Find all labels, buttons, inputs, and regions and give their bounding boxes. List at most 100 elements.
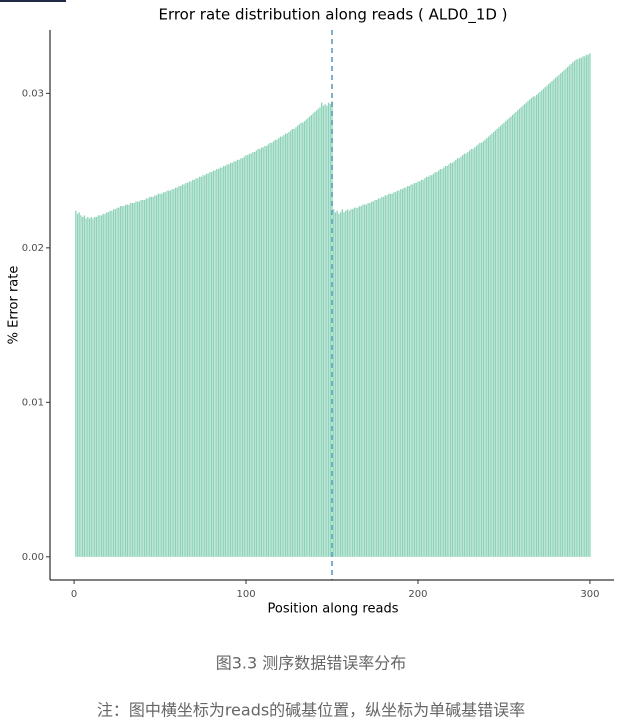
bar	[212, 170, 215, 557]
bar	[376, 199, 378, 557]
bar	[76, 213, 79, 557]
bar	[460, 156, 462, 557]
bar	[458, 158, 460, 557]
bar	[138, 201, 141, 557]
bar	[513, 113, 515, 557]
bar	[111, 210, 113, 557]
bar	[393, 192, 395, 557]
bar	[216, 169, 218, 557]
bar	[150, 196, 153, 557]
bar	[97, 215, 99, 557]
bar	[434, 172, 436, 557]
bar	[448, 164, 450, 557]
bar	[259, 148, 261, 557]
bar	[582, 56, 584, 557]
bar	[142, 199, 144, 557]
bar	[379, 198, 381, 557]
bar	[589, 53, 591, 557]
bar	[137, 201, 139, 557]
bar	[131, 203, 134, 557]
bar	[496, 128, 498, 557]
bar	[164, 192, 166, 557]
x-tick-label: 0	[71, 589, 77, 600]
x-tick-label: 300	[580, 589, 599, 600]
bar	[219, 167, 221, 557]
bar	[439, 169, 441, 557]
bar	[491, 133, 493, 557]
bar	[422, 179, 424, 557]
bar	[155, 195, 158, 557]
bar	[125, 204, 127, 557]
bar	[420, 179, 423, 557]
bar	[384, 195, 386, 557]
bar	[75, 210, 77, 557]
bar	[202, 175, 204, 557]
bar	[527, 101, 529, 557]
bar	[510, 116, 512, 557]
bar	[482, 141, 484, 557]
bar	[486, 138, 488, 557]
bar	[321, 102, 323, 557]
bar	[542, 88, 545, 557]
bar	[123, 206, 125, 557]
bar	[372, 201, 374, 557]
bar	[135, 201, 137, 557]
bar	[529, 99, 531, 557]
bar	[112, 209, 115, 557]
bar	[229, 162, 232, 557]
bar	[389, 193, 392, 557]
bar	[197, 178, 199, 557]
bar	[205, 173, 208, 557]
bar	[94, 216, 96, 557]
bar	[554, 77, 557, 557]
figure-caption: 图3.3 测序数据错误率分布	[216, 654, 407, 673]
bar	[198, 176, 201, 557]
bar	[116, 207, 118, 557]
bar	[190, 181, 192, 557]
bar	[338, 213, 340, 557]
bar	[537, 93, 539, 557]
bar	[317, 108, 319, 557]
bar	[345, 210, 347, 557]
bar	[401, 189, 404, 557]
bar	[104, 213, 106, 557]
bar	[152, 196, 154, 557]
bar	[228, 164, 230, 557]
bar	[511, 114, 514, 557]
bar	[233, 161, 235, 557]
bar	[573, 60, 576, 557]
bar	[578, 57, 581, 557]
bar	[505, 121, 507, 557]
bar	[176, 187, 178, 557]
bar	[410, 184, 412, 557]
bar	[223, 165, 225, 557]
bar	[405, 187, 407, 557]
bar	[565, 68, 567, 557]
bar	[381, 196, 383, 557]
bar	[391, 193, 393, 557]
bar	[267, 144, 270, 557]
bar	[224, 165, 227, 557]
bar	[118, 207, 120, 557]
bar	[329, 104, 331, 557]
bar	[541, 90, 543, 557]
bar	[520, 107, 522, 557]
bar	[522, 105, 524, 557]
bar	[252, 152, 254, 557]
bar	[266, 145, 268, 557]
bar	[99, 215, 101, 557]
bar	[314, 111, 316, 557]
bar	[276, 139, 278, 557]
bar	[456, 158, 459, 557]
bar	[515, 111, 517, 557]
bar	[217, 169, 220, 557]
bar	[260, 147, 263, 557]
bar	[87, 216, 89, 557]
bar	[419, 181, 421, 557]
bar	[80, 215, 82, 557]
bar	[355, 207, 357, 557]
bar	[336, 210, 338, 557]
bar	[362, 204, 364, 557]
bar	[549, 82, 552, 557]
bar	[508, 118, 510, 557]
